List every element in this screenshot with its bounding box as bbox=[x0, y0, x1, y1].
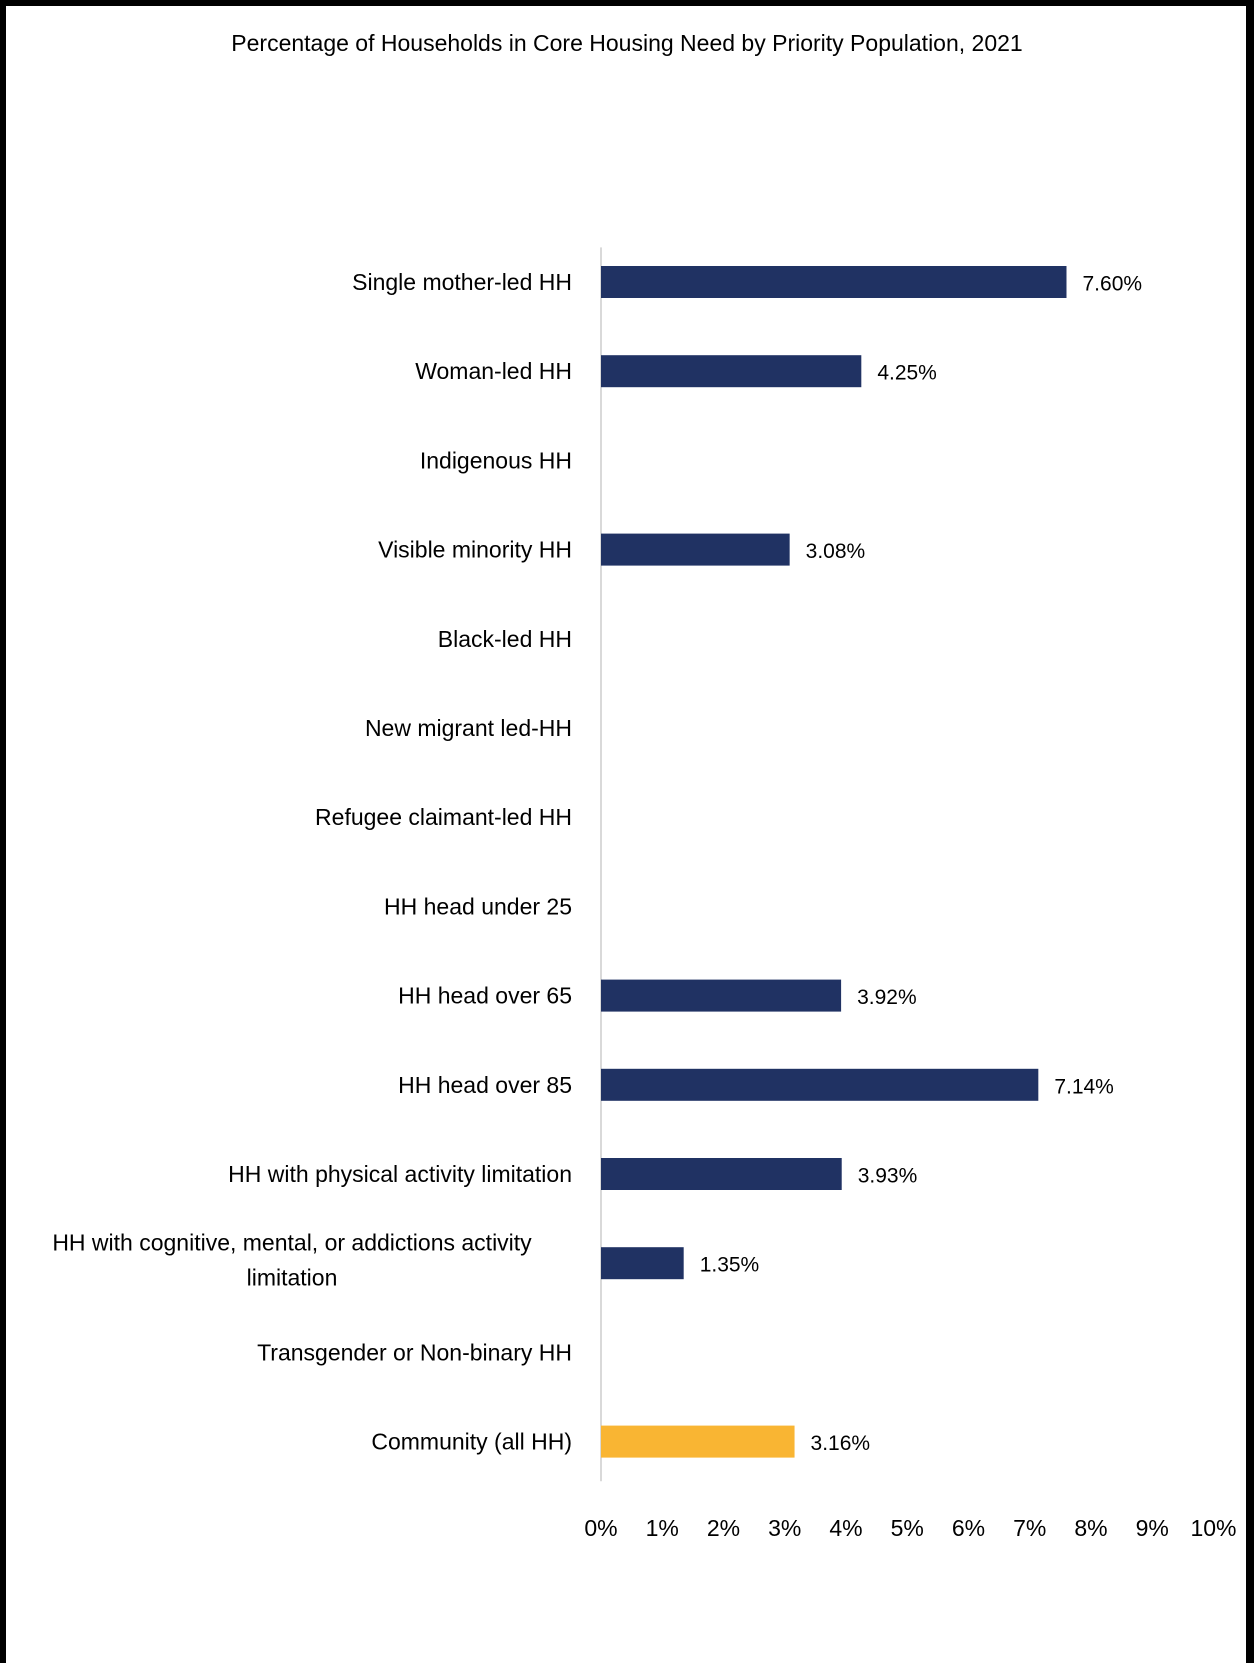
ticks-layer: 0% 1% 2% 3% 4% 5% 6% 7% 8% 9% 10% bbox=[584, 1515, 1236, 1541]
category-label: Indigenous HH bbox=[420, 447, 572, 473]
labels-layer: Single mother-led HH 7.60% Woman-led HH 4.2… bbox=[52, 269, 1142, 1455]
category-label-line: HH with cognitive, mental, or addictions… bbox=[52, 1230, 532, 1256]
data-label: 7.14% bbox=[1054, 1075, 1114, 1098]
bar bbox=[601, 533, 790, 566]
category-label: Transgender or Non-binary HH bbox=[257, 1339, 572, 1365]
x-tick-label: 8% bbox=[1074, 1515, 1107, 1541]
x-tick-label: 5% bbox=[891, 1515, 924, 1541]
category-label: Visible minority HH bbox=[378, 537, 572, 563]
data-label: 4.25% bbox=[877, 362, 937, 385]
bar bbox=[601, 1158, 842, 1190]
x-tick-label: 4% bbox=[829, 1515, 862, 1541]
chart-title: Percentage of Households in Core Housing… bbox=[231, 30, 1023, 56]
bar bbox=[601, 979, 842, 1012]
category-label: Refugee claimant-led HH bbox=[315, 804, 572, 830]
data-label: 3.93% bbox=[858, 1165, 918, 1188]
category-label: HH with physical activity limitation bbox=[228, 1161, 572, 1187]
bars-layer bbox=[600, 247, 1067, 1482]
bar bbox=[601, 1068, 1039, 1101]
category-label: HH head over 85 bbox=[398, 1072, 572, 1098]
x-tick-label: 3% bbox=[768, 1515, 801, 1541]
data-label: 3.16% bbox=[811, 1432, 871, 1455]
bar bbox=[601, 266, 1067, 298]
bar bbox=[601, 355, 862, 388]
x-tick-label: 1% bbox=[646, 1515, 679, 1541]
x-tick-label: 0% bbox=[584, 1515, 617, 1541]
category-label-line: limitation bbox=[247, 1265, 338, 1291]
x-tick-label: 6% bbox=[952, 1515, 985, 1541]
x-tick-label: 7% bbox=[1013, 1515, 1046, 1541]
bar bbox=[601, 1425, 795, 1458]
x-tick-label: 9% bbox=[1136, 1515, 1169, 1541]
category-label: New migrant led-HH bbox=[365, 715, 572, 741]
category-label: HH head under 25 bbox=[384, 893, 572, 919]
x-tick-label: 2% bbox=[707, 1515, 740, 1541]
category-label: HH head over 65 bbox=[398, 983, 572, 1009]
category-label: Black-led HH bbox=[438, 626, 572, 652]
data-label: 3.92% bbox=[857, 986, 917, 1009]
data-label: 1.35% bbox=[700, 1254, 760, 1277]
data-label: 7.60% bbox=[1083, 273, 1143, 296]
category-label: Woman-led HH bbox=[415, 358, 572, 384]
bar bbox=[601, 1247, 684, 1280]
category-label: Single mother-led HH bbox=[352, 269, 572, 295]
category-label: HH with cognitive, mental, or addictions… bbox=[52, 1230, 532, 1291]
x-tick-label: 10% bbox=[1190, 1515, 1236, 1541]
category-label: Community (all HH) bbox=[371, 1429, 572, 1455]
data-label: 3.08% bbox=[806, 540, 866, 563]
